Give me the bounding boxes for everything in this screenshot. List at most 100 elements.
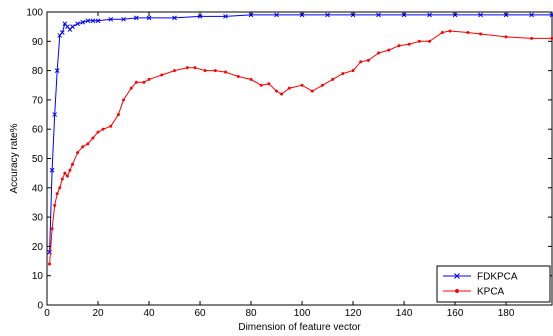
x-tick-label: 20: [92, 308, 104, 319]
data-point-kpca: [223, 70, 228, 74]
legend: FDKPCA KPCA: [436, 265, 551, 303]
data-point-kpca: [121, 98, 126, 102]
data-point-kpca: [320, 83, 325, 87]
plot-frame: [46, 11, 553, 306]
data-point-kpca: [300, 83, 304, 87]
x-tick-label: 60: [194, 308, 206, 319]
data-point-kpca: [101, 127, 105, 131]
data-point-kpca: [96, 130, 100, 134]
data-point-kpca: [377, 51, 381, 55]
legend-marker-fdkpca: [454, 273, 460, 279]
data-point-kpca: [259, 83, 263, 87]
y-tick-label: 10: [32, 271, 44, 282]
data-point-kpca: [280, 92, 284, 96]
y-tick-label: 50: [32, 154, 44, 165]
data-point-kpca: [479, 32, 483, 36]
data-point-fdkpca: [59, 30, 65, 35]
data-point-kpca: [504, 35, 508, 39]
data-point-kpca: [50, 227, 54, 231]
legend-label-fdkpca: FDKPCA: [477, 272, 518, 283]
data-point-fdkpca: [80, 19, 86, 25]
data-point-kpca: [58, 186, 62, 190]
legend-label-kpca: KPCA: [477, 287, 505, 298]
data-point-kpca: [530, 36, 534, 40]
data-point-fdkpca: [529, 12, 534, 18]
data-point-kpca: [63, 171, 67, 175]
data-point-fdkpca: [376, 12, 381, 18]
x-tick-label: 80: [245, 308, 257, 319]
x-tick-label: 180: [498, 308, 515, 319]
y-tick-label: 60: [32, 125, 44, 136]
data-point-fdkpca: [108, 16, 114, 22]
data-point-kpca: [68, 168, 72, 172]
x-axis-label: Dimension of feature vector: [238, 322, 361, 333]
y-tick-label: 0: [37, 301, 43, 312]
data-point-kpca: [48, 262, 52, 266]
data-point-kpca: [274, 89, 279, 93]
data-point-kpca: [203, 69, 207, 73]
data-point-kpca: [81, 145, 85, 149]
data-point-kpca: [387, 48, 391, 52]
data-point-kpca: [129, 86, 133, 90]
data-point-fdkpca: [197, 14, 203, 19]
data-point-kpca: [65, 174, 69, 178]
data-point-kpca: [160, 73, 164, 77]
data-point-fdkpca: [133, 15, 139, 21]
data-point-kpca: [193, 66, 197, 70]
data-point-fdkpca: [549, 12, 553, 18]
y-tick-label: 70: [32, 95, 44, 106]
y-tick-label: 20: [32, 242, 44, 253]
data-point-kpca: [213, 69, 217, 73]
data-point-kpca: [86, 142, 90, 146]
data-point-kpca: [91, 136, 95, 140]
data-point-kpca: [147, 77, 151, 81]
data-point-fdkpca: [75, 21, 80, 27]
data-point-kpca: [267, 82, 271, 86]
data-point-kpca: [249, 77, 253, 81]
legend-marker-kpca: [454, 288, 460, 294]
data-point-kpca: [351, 69, 355, 73]
data-point-fdkpca: [325, 12, 330, 18]
data-point-fdkpca: [427, 12, 432, 18]
data-point-fdkpca: [172, 15, 177, 21]
data-point-kpca: [236, 74, 240, 79]
x-tick-label: 120: [345, 308, 362, 319]
legend-box: [436, 265, 551, 303]
data-point-fdkpca: [95, 18, 101, 24]
plot-area: [46, 11, 553, 306]
series-line-kpca: [49, 30, 552, 265]
y-tick-label: 80: [32, 66, 44, 77]
x-tick-label: 0: [44, 308, 50, 319]
data-point-fdkpca: [70, 24, 75, 30]
data-point-kpca: [366, 58, 370, 62]
data-point-kpca: [359, 60, 363, 64]
data-point-fdkpca: [90, 18, 96, 24]
x-tick-label: 40: [143, 308, 155, 319]
data-point-kpca: [185, 66, 189, 70]
data-point-fdkpca: [274, 12, 279, 18]
data-point-kpca: [53, 203, 57, 207]
data-point-kpca: [109, 124, 113, 128]
y-tick-label: 100: [26, 8, 43, 19]
data-point-kpca: [55, 192, 59, 196]
data-point-fdkpca: [85, 18, 91, 24]
data-point-kpca: [76, 151, 80, 155]
data-point-fdkpca: [478, 12, 483, 18]
y-tick-label: 40: [32, 183, 44, 194]
data-point-kpca: [448, 29, 452, 33]
data-point-kpca: [440, 30, 444, 35]
data-point-fdkpca: [49, 167, 55, 173]
y-tick-label: 90: [32, 37, 44, 48]
data-point-kpca: [417, 39, 421, 43]
data-point-kpca: [550, 36, 553, 40]
data-point-kpca: [134, 80, 138, 84]
series-layer: [47, 12, 553, 266]
data-point-kpca: [70, 162, 75, 166]
data-point-kpca: [287, 86, 291, 90]
data-point-kpca: [397, 44, 401, 48]
y-tick-label: 30: [32, 213, 44, 224]
axis-layer: 0 20 40 60 80 100 120 140 160 180 0 10 20 30 40 50 60 70 8…: [26, 8, 552, 319]
data-point-kpca: [331, 77, 335, 81]
data-point-kpca: [466, 30, 470, 35]
